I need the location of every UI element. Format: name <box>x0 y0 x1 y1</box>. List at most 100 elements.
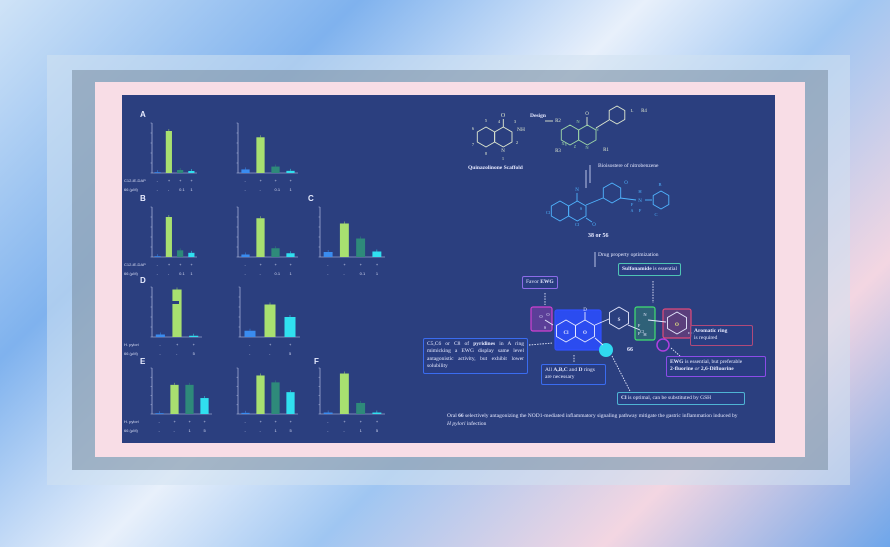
ring-b <box>575 319 595 343</box>
ring-c <box>609 306 629 330</box>
condition-label: + <box>289 178 292 183</box>
compound-38-label: 38 or 56 <box>588 233 609 239</box>
bar <box>339 373 349 414</box>
condition-label: + <box>188 419 191 424</box>
condition-label: - <box>158 428 160 433</box>
condition-label: - <box>259 428 261 433</box>
atom-label: 1 <box>502 156 504 161</box>
atom-label: N <box>595 127 599 132</box>
condition-label: + <box>176 342 179 347</box>
condition-label: + <box>289 342 292 347</box>
condition-label: + <box>375 262 379 267</box>
bar <box>154 172 161 173</box>
bond <box>594 318 610 326</box>
bar <box>286 253 295 257</box>
atom-label: 4 <box>498 119 501 124</box>
atom-label: 6 <box>472 126 475 131</box>
atom-label: O <box>539 314 543 319</box>
panel-letter-b: B <box>140 194 146 203</box>
condition-label: - <box>244 187 246 192</box>
panel-letter-c: C <box>308 194 314 203</box>
condition-label: + <box>274 178 277 183</box>
bar <box>188 171 195 173</box>
bond <box>594 337 604 346</box>
bar <box>256 137 265 173</box>
row-label: C12-iE-DAP <box>124 178 146 183</box>
panel-letter-f: F <box>314 357 319 366</box>
atom-label: N <box>585 145 589 150</box>
bar <box>244 330 256 337</box>
condition-label: 5 <box>289 351 292 356</box>
ewg-callout: EWG is essential, but preferable 2-fluor… <box>666 356 766 377</box>
bar <box>189 335 199 337</box>
bar <box>264 304 276 337</box>
atom-label: Y <box>565 142 568 147</box>
callout-arrow <box>670 347 681 357</box>
condition-label: 0.1 <box>179 187 185 192</box>
bar <box>177 170 184 173</box>
bar <box>372 251 382 257</box>
row-label: 66 (μM) <box>124 351 138 356</box>
bond <box>595 119 610 129</box>
bar <box>200 398 209 414</box>
atom-label: O <box>546 312 550 317</box>
condition-label: - <box>167 271 170 276</box>
pyridine-ring <box>550 200 570 222</box>
pyrimidinone-ring <box>568 200 587 222</box>
footer-summary: Oral 66 selectively antagonizing the NOD… <box>447 413 738 427</box>
atom-label: H <box>643 332 647 337</box>
condition-label: - <box>244 271 246 276</box>
bar <box>188 252 195 257</box>
condition-label: 1 <box>188 428 191 433</box>
condition-label: + <box>173 419 176 424</box>
condition-label: + <box>259 178 262 183</box>
rings-callout: All A,B,C and D rings are necessary <box>541 364 606 385</box>
pyrimidinone-ring <box>494 126 513 148</box>
condition-label: + <box>343 262 346 267</box>
condition-label: - <box>244 428 246 433</box>
atom-label: R2 <box>555 119 561 124</box>
condition-label: + <box>343 419 346 424</box>
atom-label: A <box>631 208 634 213</box>
bar <box>323 412 333 414</box>
condition-label: + <box>289 262 292 267</box>
bond <box>627 324 641 331</box>
bond <box>585 197 604 206</box>
scaffold-label: Quinazolinone Scaffold <box>468 165 523 171</box>
atom-label: Cl <box>546 210 551 215</box>
row-label: H. pylori <box>124 419 139 424</box>
condition-label: - <box>173 428 175 433</box>
atom-label: S <box>618 318 621 323</box>
bar <box>165 131 172 173</box>
condition-label: 5 <box>289 428 292 433</box>
bar <box>256 375 265 414</box>
chlorine-callout: Cl is optimal, can be substituted by GSH <box>617 392 745 406</box>
atom-label: 7 <box>472 142 475 147</box>
atom-label: N <box>575 188 579 193</box>
atom-label: O <box>583 331 587 336</box>
condition-label: + <box>259 262 262 267</box>
chlorine-highlight <box>599 343 613 357</box>
bond <box>619 197 637 201</box>
bar <box>155 413 164 414</box>
atom-label: R3 <box>555 149 561 154</box>
condition-label: - <box>343 271 345 276</box>
condition-label: + <box>167 178 171 183</box>
bar <box>286 392 295 414</box>
condition-label: - <box>269 351 271 356</box>
bar <box>165 217 172 257</box>
condition-label: - <box>158 419 160 424</box>
atom-label: O <box>675 323 679 328</box>
atom-label: F <box>639 208 642 213</box>
condition-label: + <box>359 262 362 267</box>
condition-label: + <box>359 419 362 424</box>
atom-label: 2 <box>516 140 518 145</box>
bar <box>177 250 184 257</box>
condition-label: 5 <box>375 428 379 433</box>
